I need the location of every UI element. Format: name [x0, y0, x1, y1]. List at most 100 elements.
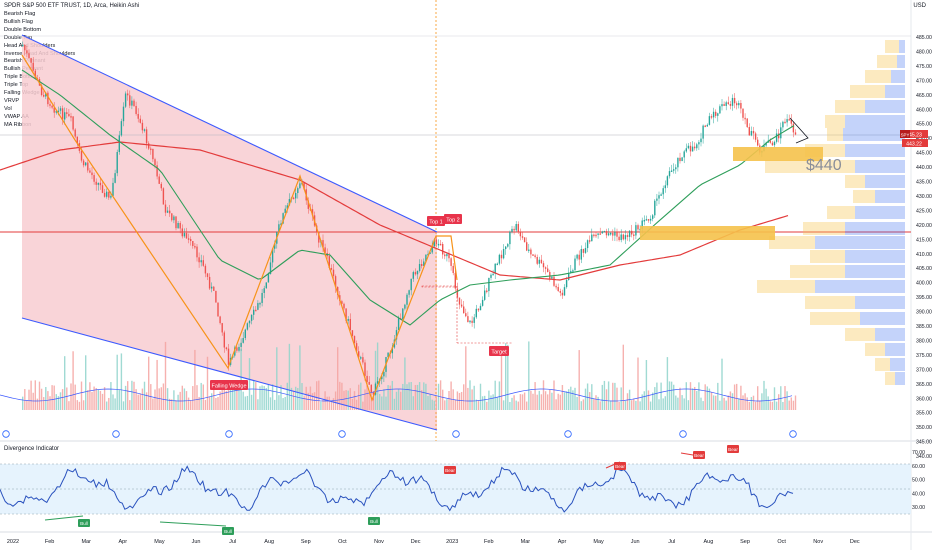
candle-body [223, 332, 225, 348]
volume-bar [528, 341, 530, 410]
volume-bar [675, 395, 677, 410]
event-marker [338, 430, 346, 438]
candle-body [505, 246, 507, 250]
volume-bar [605, 389, 608, 410]
volume-bar [450, 381, 452, 410]
candle-body [490, 274, 492, 278]
candle-body [769, 140, 771, 143]
volume-bar [727, 395, 729, 410]
candle-body [160, 183, 162, 189]
falling-wedge-label[interactable]: Falling Wedge [210, 380, 248, 390]
volume-bar [133, 381, 135, 410]
indicator-item[interactable]: VWAP AA [4, 113, 29, 120]
candle-body [662, 188, 664, 195]
falling-wedge-fill [22, 35, 437, 430]
indicator-item[interactable]: Bearish Flag [4, 11, 36, 17]
candle-body [572, 270, 574, 272]
time-tick-label: Dec [850, 539, 860, 545]
candle-body [473, 317, 475, 323]
volume-bar [540, 394, 543, 410]
candle-body [68, 113, 70, 117]
candle-body [721, 104, 723, 107]
vrvp-row-blue [885, 343, 905, 356]
volume-bar [255, 381, 257, 410]
indicator-item[interactable]: Double Top [4, 34, 33, 41]
candle-body [471, 320, 473, 323]
candle-body [198, 257, 200, 263]
candle-body [694, 146, 696, 149]
volume-bar [740, 385, 742, 410]
candle-body [555, 285, 557, 288]
volume-bar [282, 398, 284, 410]
volume-bar [752, 395, 755, 410]
volume-bar [660, 382, 662, 410]
event-marker [452, 430, 460, 438]
volume-profile [757, 40, 905, 385]
vrvp-row-yellow [875, 358, 890, 371]
indicator-item[interactable]: Vol [4, 105, 12, 112]
vrvp-row-blue [875, 328, 905, 341]
candle-body [685, 148, 687, 152]
volume-bar [408, 382, 410, 410]
candle-body [444, 254, 446, 257]
indicator-item[interactable]: Triple Bottom [4, 74, 38, 81]
volume-bar [120, 353, 123, 410]
volume-bar [40, 388, 43, 410]
candle-body [423, 261, 425, 267]
volume-bar [141, 388, 144, 410]
candle-body [620, 234, 622, 241]
volume-bar [418, 382, 421, 410]
candle-body [744, 117, 746, 120]
indicator-item[interactable]: Double Bottom [4, 26, 42, 33]
indicator-item[interactable]: Bullish Flag [4, 18, 33, 25]
volume-bar [488, 390, 490, 410]
time-tick-label: Jul [668, 539, 675, 545]
volume-bars [22, 341, 797, 410]
indicator-item[interactable]: VRVP [4, 97, 20, 104]
volume-bar [263, 386, 265, 410]
candle-body [99, 182, 102, 186]
divergence-title[interactable]: Divergence Indicator [4, 446, 60, 452]
volume-bar [790, 397, 792, 410]
volume-bar [355, 399, 358, 410]
indicator-item[interactable]: Triple Top [4, 82, 29, 89]
candle-body [358, 351, 360, 358]
time-tick-label: Aug [264, 539, 274, 545]
candle-body [164, 204, 167, 213]
vrvp-row-blue [815, 280, 905, 293]
volume-bar [460, 391, 463, 410]
candle-body [683, 151, 685, 158]
candle-body [511, 228, 513, 232]
svg-text:Bear: Bear [728, 447, 738, 452]
volume-bar [620, 387, 622, 410]
candle-body [513, 228, 515, 231]
volume-bar [385, 396, 387, 410]
vrvp-row-blue [891, 70, 905, 83]
candle-body [324, 247, 326, 253]
volume-bar [297, 387, 299, 410]
volume-bar [473, 385, 475, 410]
volume-bar [51, 385, 53, 410]
indicator-item[interactable]: MA Ribbon [4, 121, 32, 128]
top2-label[interactable]: Top 2 [444, 214, 462, 224]
volume-bar [721, 358, 723, 410]
candle-body [673, 169, 675, 171]
top1-label[interactable]: Top 1 [427, 216, 445, 226]
indicator-item[interactable]: Falling Wedge [4, 90, 40, 97]
candle-body [202, 260, 204, 266]
candle-body [133, 100, 135, 106]
volume-bar [211, 393, 213, 410]
candle-body [435, 239, 438, 244]
chart-title[interactable]: SPDR S&P 500 ETF TRUST, 1D, Arca, Heikin… [4, 3, 140, 9]
candle-body [337, 286, 339, 296]
volume-bar [45, 387, 47, 410]
target-label[interactable]: Target [489, 346, 509, 356]
volume-bar [217, 397, 219, 410]
volume-bar [269, 397, 272, 410]
volume-bar [288, 343, 291, 410]
time-tick-label: Feb [484, 539, 493, 545]
candle-body [156, 165, 158, 177]
event-marker [679, 430, 687, 438]
volume-bar [555, 399, 557, 410]
